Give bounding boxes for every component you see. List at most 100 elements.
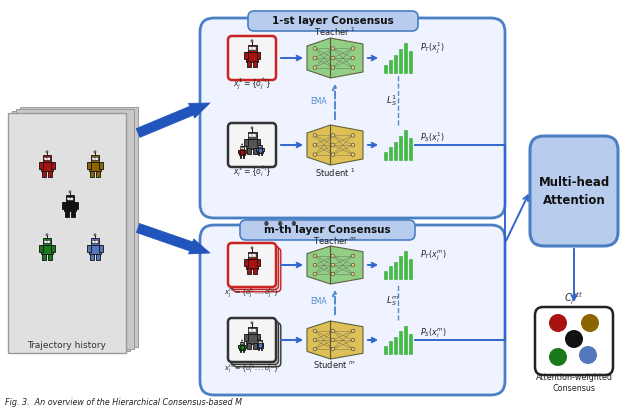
Bar [404,325,407,354]
Text: EMA: EMA [310,97,327,105]
Circle shape [313,153,317,157]
Polygon shape [136,223,210,254]
Bar [404,43,407,73]
Circle shape [46,234,48,236]
Text: $x_i^m=\{o_i^{t_1}...o_i^{t_m}\}$: $x_i^m=\{o_i^{t_1}...o_i^{t_m}\}$ [224,361,280,375]
Text: $P_S(x_i^m)$: $P_S(x_i^m)$ [420,326,447,340]
Bar [51,162,54,169]
Circle shape [313,66,317,69]
Text: $x_j^1=\{o_j^{t_1}\}$: $x_j^1=\{o_j^{t_1}\}$ [232,76,271,92]
Bar [246,334,259,344]
Circle shape [351,347,355,351]
Bar [244,345,246,349]
Bar [409,51,412,73]
Bar [48,254,52,259]
Circle shape [313,273,317,276]
Text: $x_i^1=\{o_i^{t_1}\}$: $x_i^1=\{o_i^{t_1}\}$ [232,163,271,179]
Bar [99,245,102,252]
Circle shape [331,273,335,276]
Bar [91,238,99,245]
Bar [241,343,244,344]
Bar [90,254,93,259]
FancyBboxPatch shape [240,220,415,240]
Bar [257,148,263,152]
Circle shape [331,143,335,147]
Bar [409,259,412,280]
Circle shape [67,198,69,199]
Bar [39,245,43,252]
Circle shape [331,338,335,342]
Bar [404,251,407,280]
Bar [388,342,392,354]
Circle shape [331,254,335,258]
Bar [257,52,260,59]
Bar [89,245,101,254]
Bar [394,142,397,160]
Bar [399,256,403,280]
Bar [384,152,387,160]
Circle shape [313,47,317,50]
Bar [89,162,101,171]
Circle shape [253,134,255,136]
Circle shape [251,247,253,249]
Bar [257,343,262,347]
Bar [259,146,262,147]
Circle shape [94,151,96,153]
Circle shape [331,347,335,351]
Bar [16,109,134,349]
Bar [399,49,403,73]
Bar [248,253,255,257]
Bar [246,259,259,268]
Text: $C_i^{att}$: $C_i^{att}$ [564,291,584,307]
Circle shape [331,47,335,50]
Circle shape [331,133,335,137]
Circle shape [351,329,355,332]
Bar [262,343,264,347]
Bar [20,107,138,347]
FancyBboxPatch shape [233,323,281,367]
Circle shape [565,330,583,348]
Bar [409,334,412,354]
Circle shape [313,347,317,351]
Bar [257,139,260,146]
Text: Teacher $^1$: Teacher $^1$ [314,26,356,38]
Bar [74,202,77,209]
Circle shape [351,338,355,342]
Bar [96,254,100,259]
Circle shape [96,241,98,243]
Circle shape [549,314,567,332]
Text: Student $^m$: Student $^m$ [314,359,356,370]
Bar [257,334,260,341]
Bar [394,262,397,280]
Bar [243,349,244,352]
Bar [394,55,397,73]
FancyBboxPatch shape [228,123,276,167]
Bar [258,340,262,343]
Bar [394,337,397,354]
Text: $P_T(x_j^m)$: $P_T(x_j^m)$ [420,249,447,263]
Circle shape [48,158,50,160]
Circle shape [253,329,255,331]
Bar [44,157,51,160]
Bar [239,150,245,155]
Bar [384,65,387,73]
Bar [409,138,412,160]
Bar [257,148,258,152]
Bar [44,240,51,243]
Bar [247,268,251,274]
Bar [92,240,99,243]
FancyBboxPatch shape [535,307,613,375]
Bar [244,150,246,154]
FancyBboxPatch shape [200,225,505,395]
Bar [239,345,240,349]
Bar [248,131,257,139]
Bar [399,331,403,354]
Circle shape [351,56,355,60]
Circle shape [251,322,253,324]
Circle shape [313,254,317,258]
Text: Teacher $^m$: Teacher $^m$ [313,235,357,245]
Circle shape [331,56,335,60]
Bar [42,171,45,176]
Text: Multi-head
Attention: Multi-head Attention [538,176,610,206]
FancyBboxPatch shape [200,18,505,218]
